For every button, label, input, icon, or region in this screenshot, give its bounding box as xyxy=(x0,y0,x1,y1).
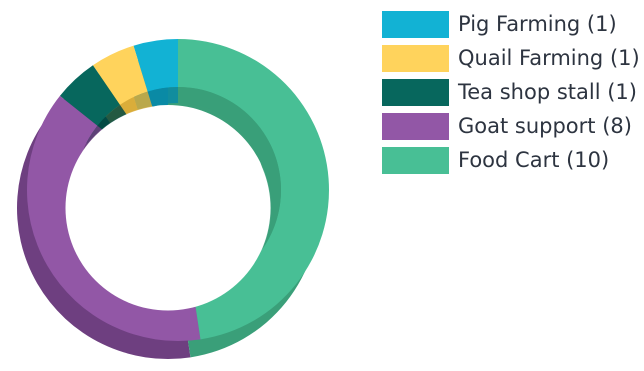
legend-label-food-cart: Food Cart (10) xyxy=(458,148,610,172)
legend-swatch-tea-shop-stall xyxy=(382,79,449,106)
slice-goat-support[interactable] xyxy=(27,95,201,341)
slice-inner-wall-quail-farming xyxy=(119,91,153,119)
legend-label-quail-farming: Quail Farming (1) xyxy=(458,46,640,70)
legend-swatch-goat-support xyxy=(382,113,449,140)
legend-swatch-pig-farming xyxy=(382,11,449,38)
slice-inner-wall-pig-farming xyxy=(147,87,178,107)
slice-food-cart[interactable] xyxy=(178,39,329,340)
donut-chart xyxy=(17,39,329,359)
legend-label-goat-support: Goat support (8) xyxy=(458,114,632,138)
donut-hole xyxy=(65,105,271,311)
legend-label-tea-shop-stall: Tea shop stall (1) xyxy=(458,80,637,104)
legend-swatch-food-cart xyxy=(382,147,449,174)
legend-swatch-quail-farming xyxy=(382,45,449,72)
slice-pig-farming[interactable] xyxy=(133,39,178,92)
legend-label-pig-farming: Pig Farming (1) xyxy=(458,12,617,36)
slice-quail-farming[interactable] xyxy=(92,45,148,105)
slice-tea-shop-stall[interactable] xyxy=(59,65,120,126)
